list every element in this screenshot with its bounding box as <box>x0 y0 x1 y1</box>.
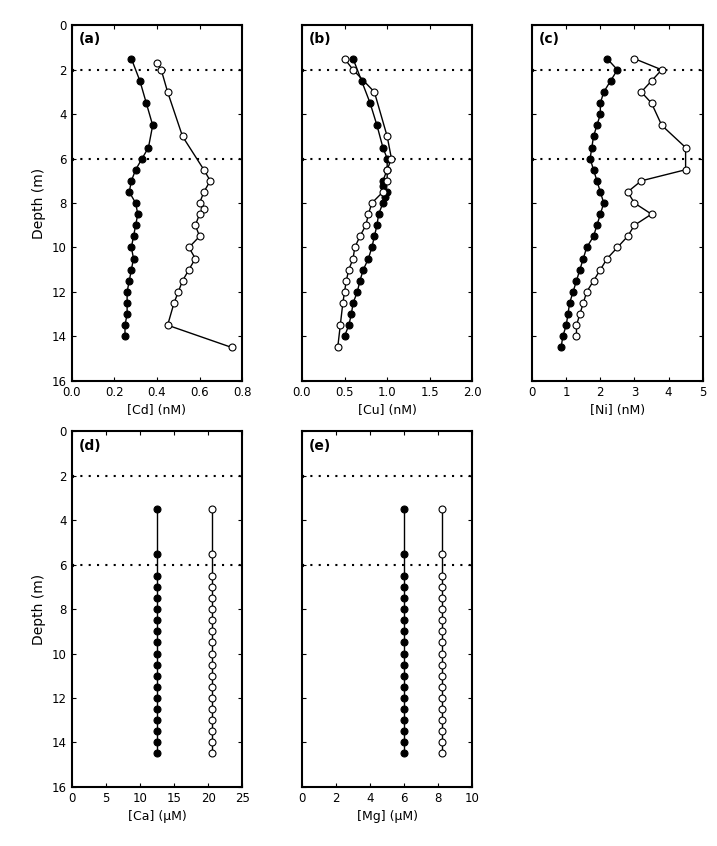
Text: (a): (a) <box>79 32 101 47</box>
Text: (e): (e) <box>309 438 331 453</box>
X-axis label: [Mg] (μM): [Mg] (μM) <box>356 810 418 823</box>
Y-axis label: Depth (m): Depth (m) <box>32 574 47 645</box>
Y-axis label: Depth (m): Depth (m) <box>32 168 47 239</box>
Text: (b): (b) <box>309 32 331 47</box>
X-axis label: [Cd] (nM): [Cd] (nM) <box>128 404 186 417</box>
X-axis label: [Cu] (nM): [Cu] (nM) <box>358 404 417 417</box>
Text: (d): (d) <box>79 438 101 453</box>
X-axis label: [Ni] (nM): [Ni] (nM) <box>590 404 645 417</box>
Text: (c): (c) <box>539 32 560 47</box>
X-axis label: [Ca] (μM): [Ca] (μM) <box>128 810 186 823</box>
